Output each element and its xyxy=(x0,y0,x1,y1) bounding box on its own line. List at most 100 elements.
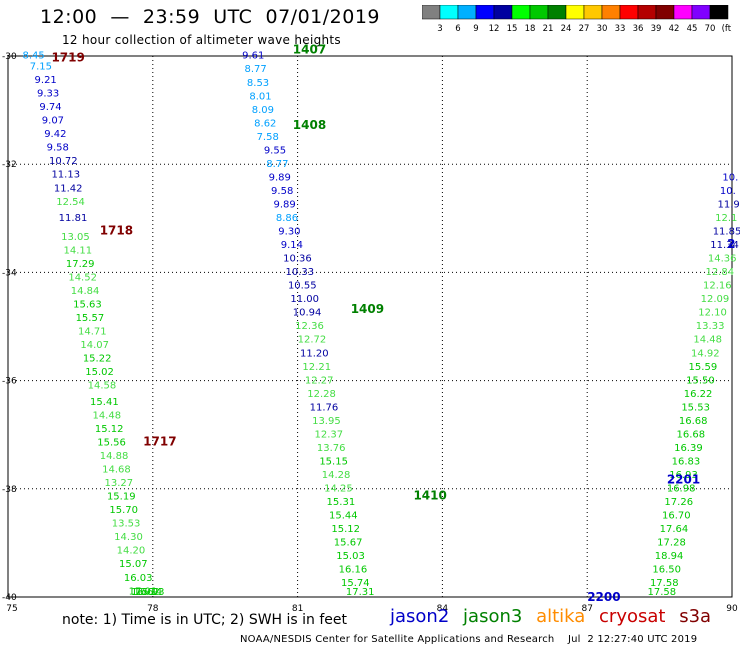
wave-height-value: 15.22 xyxy=(83,354,112,365)
wave-height-value: 10.36 xyxy=(283,254,312,265)
wave-height-value: 10.55 xyxy=(288,281,317,292)
wave-height-value: 14.11 xyxy=(64,245,93,256)
wave-height-value: 12.27 xyxy=(305,375,334,386)
wave-height-value: 12.54 xyxy=(56,197,85,208)
wave-height-value: 10.72 xyxy=(49,156,78,167)
scale-swatch xyxy=(709,5,729,20)
wave-height-value: 11.13 xyxy=(51,170,80,181)
wave-height-value: 13.05 xyxy=(61,232,90,243)
wave-height-value: 15.63 xyxy=(73,300,102,311)
wave-height-value: 8.09 xyxy=(252,105,274,116)
wave-height-value: 16.16 xyxy=(339,565,368,576)
plot-frame xyxy=(7,55,733,598)
wave-height-value: 12.21 xyxy=(302,362,331,373)
y-tick-label: -40 xyxy=(2,593,17,603)
wave-height-value: 16.03 xyxy=(124,573,153,584)
wave-height-value: 14.30 xyxy=(114,532,143,543)
wave-height-value: 15.93 xyxy=(136,587,165,598)
wave-height-value: 14.58 xyxy=(88,381,117,392)
scale-label: 12 xyxy=(489,24,500,34)
wave-height-value: 16.68 xyxy=(679,416,708,427)
legend-altika: altika xyxy=(536,606,586,627)
wave-height-value: 9.21 xyxy=(35,75,57,86)
wave-height-value: 16.14 xyxy=(133,587,162,598)
scale-label: 18 xyxy=(525,24,536,34)
wave-height-value: 11.20 xyxy=(300,348,329,359)
y-tick-label: -32 xyxy=(2,160,17,170)
wave-height-value: 15.03 xyxy=(336,551,365,562)
wave-height-value: 12.10 xyxy=(698,308,727,319)
wave-height-value: 11.42 xyxy=(54,183,83,194)
wave-height-value: 14.84 xyxy=(71,286,100,297)
legend-jason2: jason2 xyxy=(390,606,450,627)
x-tick-label: 87 xyxy=(581,604,592,614)
wave-height-value: 10. xyxy=(720,186,736,197)
x-tick-label: 81 xyxy=(292,604,303,614)
wave-height-value: 8.77 xyxy=(266,159,288,170)
pass-time-label: 2200 xyxy=(587,590,620,604)
scale-label: 21 xyxy=(543,24,554,34)
wave-height-value: 14.25 xyxy=(324,484,353,495)
wave-height-value: 14.68 xyxy=(102,465,131,476)
wave-height-value: 16.39 xyxy=(674,443,703,454)
pass-time-label: 1407 xyxy=(293,42,326,56)
scale-label: 42 xyxy=(669,24,680,34)
wave-height-value: 8.77 xyxy=(245,64,267,75)
pass-time-label: 1717 xyxy=(143,435,176,449)
wave-height-value: 15.53 xyxy=(681,402,710,413)
scale-label: (ft) xyxy=(722,24,732,34)
wave-height-value: 14.48 xyxy=(693,335,722,346)
wave-height-value: 9.58 xyxy=(271,186,293,197)
wave-height-value: 10.33 xyxy=(286,267,315,278)
wave-height-value: 8.53 xyxy=(247,78,269,89)
scale-label: 6 xyxy=(455,24,460,34)
wave-height-value: 14.52 xyxy=(68,273,97,284)
wave-height-value: 16.68 xyxy=(676,429,705,440)
scale-label: 27 xyxy=(579,24,590,34)
wave-height-value: 14.48 xyxy=(92,410,121,421)
wave-height-value: 8.45 xyxy=(22,51,44,62)
y-tick-label: -36 xyxy=(2,377,17,387)
wave-height-value: 12.1 xyxy=(715,213,737,224)
wave-height-value: 15.57 xyxy=(76,313,105,324)
scale-label: 15 xyxy=(507,24,518,34)
wave-height-value: 9.89 xyxy=(273,199,295,210)
pass-time-label: 2 xyxy=(727,237,735,251)
wave-height-value: 12.84 xyxy=(705,267,734,278)
wave-height-value: 9.89 xyxy=(269,172,291,183)
wave-height-value: 9.42 xyxy=(44,129,66,140)
wave-height-value: 9.33 xyxy=(37,89,59,100)
wave-height-value: 8.01 xyxy=(249,91,271,102)
wave-height-value: 12.72 xyxy=(298,335,327,346)
footer-note: note: 1) Time is in UTC; 2) SWH is in fe… xyxy=(62,612,348,628)
wave-height-value: 9.55 xyxy=(264,145,286,156)
wave-height-value: 17.31 xyxy=(346,587,375,598)
wave-height-value: 17.29 xyxy=(66,259,95,270)
x-tick-label: 78 xyxy=(147,604,159,614)
scale-label: 39 xyxy=(651,24,662,34)
wave-height-value: 15.31 xyxy=(327,497,356,508)
page-title: 12:00 — 23:59 UTC 07/01/2019 xyxy=(40,6,381,28)
wave-height-value: 16.50 xyxy=(652,565,681,576)
wave-height-value: 15.19 xyxy=(107,492,136,503)
wave-height-value: 16.83 xyxy=(672,456,701,467)
wave-height-value: 11.9 xyxy=(718,199,740,210)
wave-height-value: 12.16 xyxy=(703,281,732,292)
wave-height-value: 13.76 xyxy=(317,443,346,454)
wave-height-value: 15.56 xyxy=(97,438,126,449)
wave-height-value: 12.37 xyxy=(314,429,343,440)
wave-height-value: 15.44 xyxy=(329,511,358,522)
wave-height-value: 9.14 xyxy=(281,240,303,251)
wave-height-value: 11.00 xyxy=(290,294,319,305)
wave-height-value: 15.70 xyxy=(109,505,138,516)
wave-height-value: 8.62 xyxy=(254,118,276,129)
wave-height-value: 15.50 xyxy=(686,375,715,386)
wave-height-value: 15.12 xyxy=(95,424,124,435)
scale-label: 3 xyxy=(437,24,442,34)
x-tick-label: 90 xyxy=(726,604,738,614)
pass-time-label: 1409 xyxy=(351,302,384,316)
wave-height-value: 13.53 xyxy=(112,519,141,530)
wave-height-value: 17.64 xyxy=(660,524,689,535)
wave-height-value: 14.07 xyxy=(80,340,109,351)
